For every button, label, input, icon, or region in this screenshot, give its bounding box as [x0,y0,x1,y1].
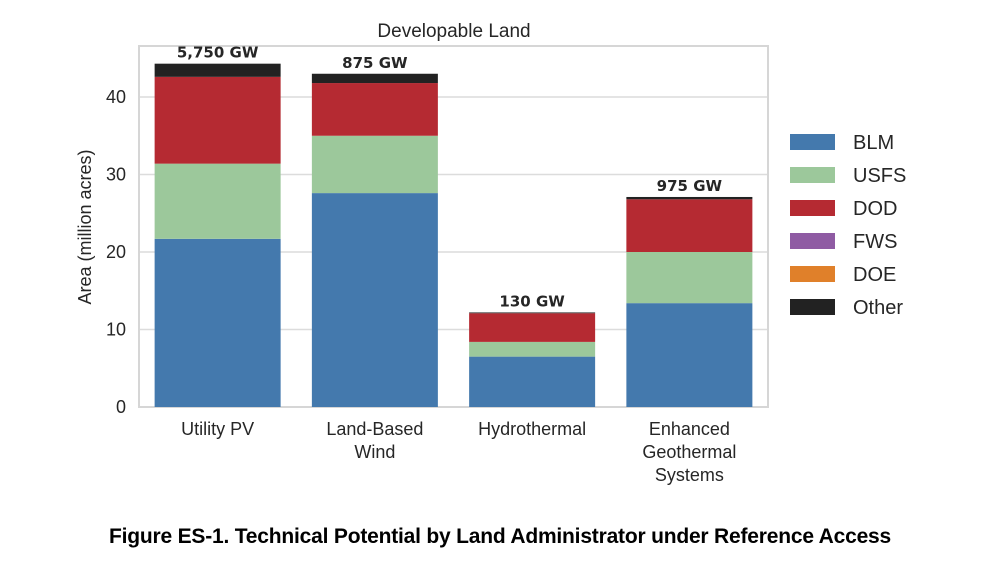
bar-other-1 [311,73,438,84]
y-axis-label: Area (million acres) [75,149,95,304]
x-category-label: Utility PV [181,419,254,439]
legend-swatch-other [790,299,835,315]
legend-label: FWS [853,231,897,253]
total-label: 130 GW [499,292,565,310]
legend-swatch-usfs [790,167,835,183]
legend-label: DOD [853,198,897,220]
figure-caption: Figure ES-1. Technical Potential by Land… [108,525,892,548]
y-tick-label: 40 [106,87,126,107]
legend-label: DOE [853,264,896,286]
bar-usfs-0 [154,163,281,239]
bar-usfs-1 [311,135,438,194]
bar-blm-1 [311,193,438,407]
total-labels: 5,750 GW 875 GW 130 GW 975 GW [177,44,723,311]
total-label: 5,750 GW [177,44,259,62]
x-category-label: Hydrothermal [478,419,586,439]
bar-other-2 [469,312,596,314]
legend-swatch-fws [790,233,835,249]
legend-label: USFS [853,165,906,187]
bar-other-3 [626,196,753,200]
legend-label: Other [853,297,903,319]
x-axis-categories: Utility PV Land-Based Wind Hydrothermal Enha… [181,419,736,485]
x-category-label: Enhanced [649,419,730,439]
bar-other-0 [154,63,281,77]
total-label: 975 GW [657,177,723,195]
bar-blm-2 [469,356,596,407]
y-axis-ticks: 0 10 20 30 40 [106,87,126,417]
y-tick-label: 0 [116,397,126,417]
legend-swatch-blm [790,134,835,150]
legend-label: BLM [853,132,894,154]
bar-blm-0 [154,238,281,407]
bar-usfs-2 [469,341,596,357]
total-label: 875 GW [342,54,408,72]
bar-usfs-3 [626,252,753,304]
bars [154,63,753,407]
x-category-label: Systems [655,465,724,485]
y-tick-label: 10 [106,320,126,340]
x-category-label: Geothermal [642,442,736,462]
legend-swatch-doe [790,266,835,282]
y-tick-label: 30 [106,165,126,185]
y-tick-label: 20 [106,242,126,262]
chart-title: Developable Land [377,21,530,42]
bar-dod-2 [469,313,596,342]
bar-dod-3 [626,199,753,252]
bar-dod-0 [154,76,281,164]
legend: BLM USFS DOD FWS DOE Other [790,132,906,319]
x-category-label: Land-Based [326,419,423,439]
legend-swatch-dod [790,200,835,216]
bar-blm-3 [626,303,753,407]
stacked-bar-chart: Developable Land 0 10 20 30 40 Utility PV Lan… [75,21,906,485]
x-category-label: Wind [354,442,395,462]
bar-dod-1 [311,83,438,136]
plot-frame [138,45,769,408]
